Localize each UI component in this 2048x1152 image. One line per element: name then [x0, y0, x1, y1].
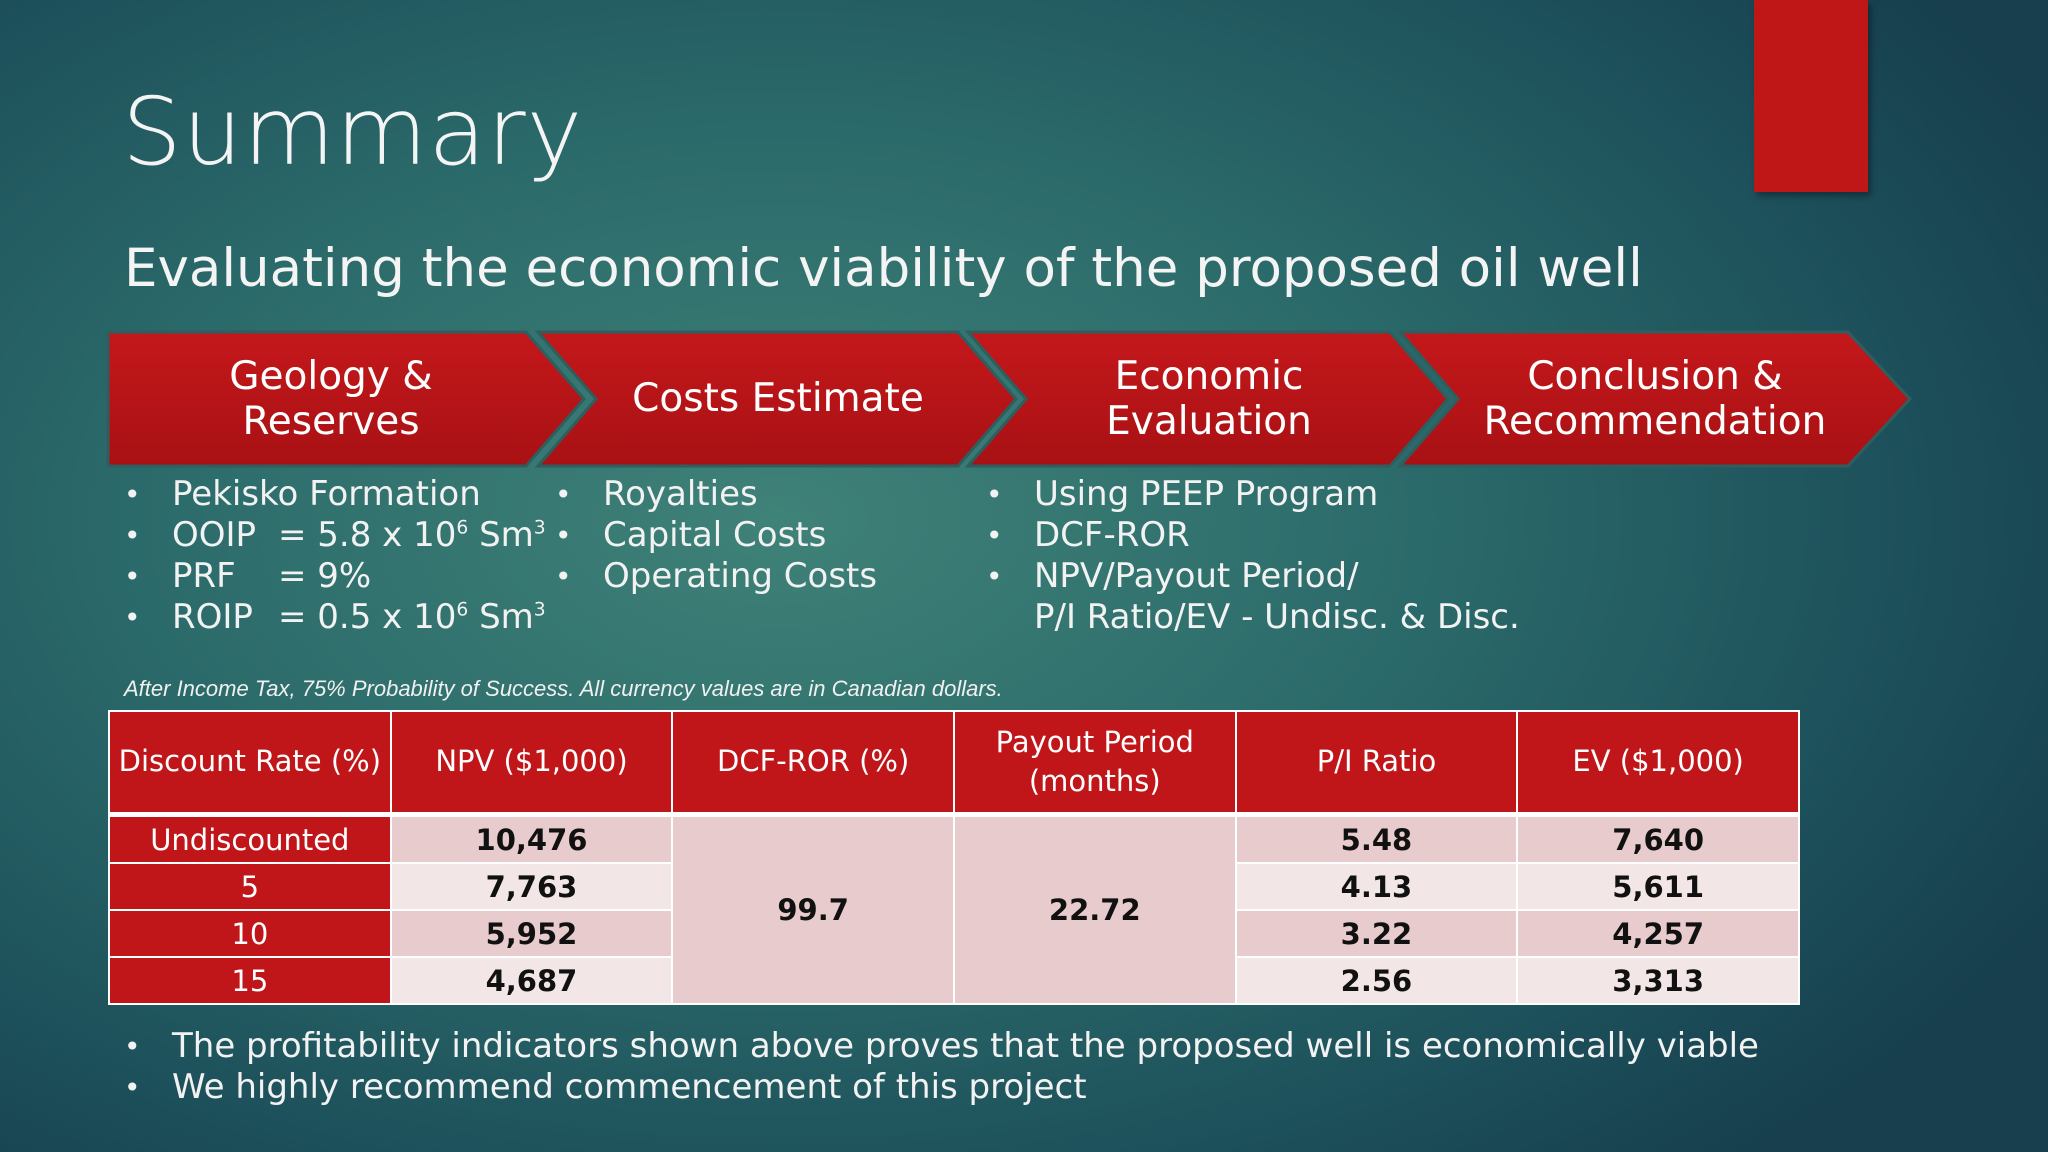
cell-rate: 10 — [108, 909, 392, 958]
bullet-text: Capital Costs — [603, 515, 827, 555]
cell-payout-period: 22.72 — [952, 813, 1237, 1005]
cell-npv: 5,952 — [389, 909, 674, 958]
bullet-item: • Using PEEP Program — [986, 474, 1520, 515]
bullet-item: • The profitability indicators shown abov… — [124, 1026, 1759, 1067]
economics-table: Discount Rate (%) NPV ($1,000) DCF-ROR (… — [108, 710, 1800, 1005]
bullet-item: • Royalties — [555, 474, 877, 515]
table-row: 10 5,952 3.22 4,257 — [108, 909, 1800, 958]
bullet-item: • ROIP = 0.5 x 106 Sm3 — [124, 597, 546, 638]
slide-subtitle: Evaluating the economic viability of the… — [124, 238, 1643, 299]
step-label-geology: Geology & Reserves — [229, 353, 433, 444]
bullet-item: • PRF = 9% — [124, 556, 546, 597]
cell-ev: 4,257 — [1516, 909, 1800, 958]
bullet-text: Royalties — [603, 474, 758, 514]
bullet-text: Pekisko Formation — [172, 474, 481, 514]
bullet-value: = 9% — [278, 556, 372, 596]
bullet-dot: • — [986, 519, 1003, 552]
bullet-dot: • — [986, 478, 1003, 511]
table-header-row: Discount Rate (%) NPV ($1,000) DCF-ROR (… — [108, 710, 1800, 817]
table-note: After Income Tax, 75% Probability of Suc… — [124, 676, 1003, 701]
bullet-dot: • — [124, 478, 141, 511]
bullet-item: • OOIP = 5.8 x 106 Sm3 — [124, 515, 546, 556]
bullet-item: • Operating Costs — [555, 556, 877, 597]
bullet-key: OOIP — [172, 515, 257, 555]
table-row: 15 4,687 2.56 3,313 — [108, 956, 1800, 1005]
cell-pi-ratio: 5.48 — [1234, 813, 1519, 864]
unit: Sm — [468, 597, 534, 637]
cell-ev: 5,611 — [1516, 862, 1800, 911]
cell-npv: 7,763 — [389, 862, 674, 911]
cell-ev: 7,640 — [1516, 813, 1800, 864]
cost-bullet-list: • Royalties • Capital Costs • Operating Cos… — [555, 474, 877, 597]
bullet-text: Using PEEP Program — [1034, 474, 1379, 514]
cell-ev: 3,313 — [1516, 956, 1800, 1005]
bullet-text: Operating Costs — [603, 556, 878, 596]
exponent: 3 — [533, 517, 546, 539]
bullet-dot: • — [124, 560, 141, 593]
step-label-costs: Costs Estimate — [632, 376, 924, 422]
cell-rate: 5 — [108, 862, 392, 911]
table-row: Undiscounted 10,476 99.7 22.72 5.48 7,64… — [108, 813, 1800, 1005]
table-row: 5 7,763 4.13 5,611 — [108, 862, 1800, 911]
col-header-payout-period: Payout Period (months) — [952, 710, 1237, 817]
unit: Sm — [468, 515, 534, 555]
col-header-ev: EV ($1,000) — [1516, 710, 1800, 817]
cell-pi-ratio: 3.22 — [1234, 909, 1519, 958]
bullet-dot: • — [555, 560, 572, 593]
cell-rate: Undiscounted — [108, 813, 392, 864]
bullet-value: = 5.8 x 10 — [278, 515, 457, 555]
bullet-text: The profitability indicators shown above… — [172, 1026, 1759, 1066]
bullet-continuation: P/I Ratio/EV - Undisc. & Disc. — [1034, 597, 1520, 637]
bullet-dot: • — [124, 1030, 141, 1063]
col-header-npv: NPV ($1,000) — [389, 710, 674, 817]
cell-npv: 4,687 — [389, 956, 674, 1005]
bullet-text: NPV/Payout Period/ — [1034, 556, 1359, 596]
exponent: 6 — [456, 517, 469, 539]
conclusion-bullet-list: • The profitability indicators shown abov… — [124, 1026, 1759, 1108]
bullet-dot: • — [555, 478, 572, 511]
bullet-item: • Capital Costs — [555, 515, 877, 556]
step-label-economic: Economic Evaluation — [1106, 353, 1312, 444]
bullet-dot: • — [986, 560, 1003, 593]
exponent: 3 — [533, 599, 546, 621]
bullet-key: PRF — [172, 556, 236, 596]
bullet-text: We highly recommend commencement of this… — [172, 1067, 1087, 1107]
cell-dcf-ror: 99.7 — [671, 813, 955, 1005]
cell-pi-ratio: 2.56 — [1234, 956, 1519, 1005]
col-header-discount-rate: Discount Rate (%) — [108, 710, 392, 817]
step-label-conclusion: Conclusion & Recommendation — [1483, 353, 1827, 444]
bullet-item: • NPV/Payout Period/ — [986, 556, 1520, 597]
exponent: 6 — [456, 599, 469, 621]
bullet-dot: • — [124, 519, 141, 552]
col-header-pi-ratio: P/I Ratio — [1234, 710, 1519, 817]
geology-bullet-list: • Pekisko Formation • OOIP = 5.8 x 106 Sm3 … — [124, 474, 546, 638]
econ-bullet-list: • Using PEEP Program • DCF-ROR • NPV/Payout… — [986, 474, 1520, 638]
cell-pi-ratio: 4.13 — [1234, 862, 1519, 911]
bullet-item: • Pekisko Formation — [124, 474, 546, 515]
bullet-value: = 0.5 x 10 — [278, 597, 457, 637]
bullet-dot: • — [124, 601, 141, 634]
cell-npv: 10,476 — [389, 813, 674, 864]
bullet-key: ROIP — [172, 597, 253, 637]
slide-title: Summary — [122, 78, 584, 187]
bullet-dot: • — [124, 1071, 141, 1104]
cell-rate: 15 — [108, 956, 392, 1005]
accent-bar — [1754, 0, 1868, 192]
bullet-dot: • — [555, 519, 572, 552]
bullet-text: DCF-ROR — [1034, 515, 1190, 555]
bullet-item: • DCF-ROR — [986, 515, 1520, 556]
bullet-item: • We highly recommend commencement of thi… — [124, 1067, 1759, 1108]
col-header-dcf-ror: DCF-ROR (%) — [671, 710, 955, 817]
